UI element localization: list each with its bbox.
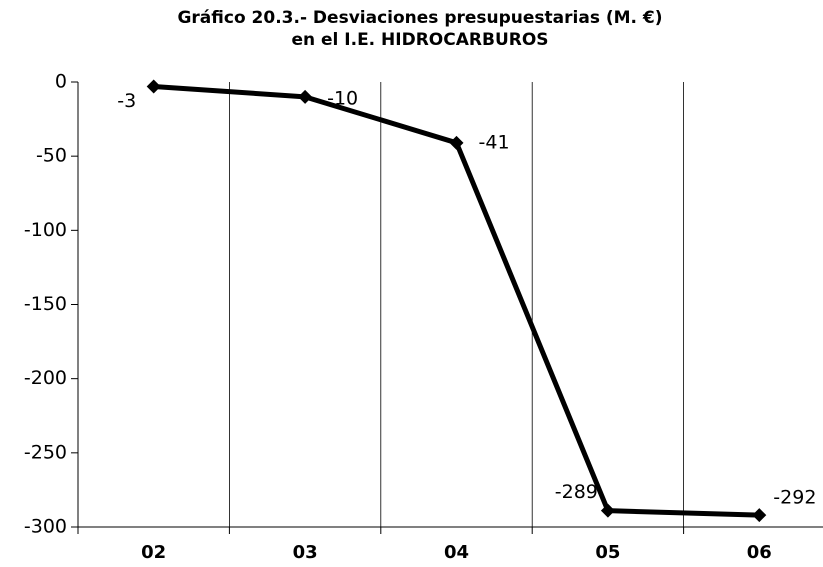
x-tick-label: 04 — [444, 542, 469, 563]
data-label: -289 — [555, 481, 598, 503]
y-tick-label: -50 — [36, 145, 67, 167]
marker — [752, 508, 767, 523]
data-label: -41 — [479, 131, 510, 153]
data-label: -3 — [117, 90, 136, 112]
data-label: -10 — [327, 87, 358, 109]
x-tick-label: 06 — [747, 542, 772, 563]
y-tick-label: -300 — [24, 516, 67, 538]
marker — [298, 89, 313, 104]
data-label: -292 — [773, 487, 816, 509]
marker — [600, 503, 615, 518]
marker — [146, 79, 161, 94]
y-tick-label: -200 — [24, 367, 67, 389]
y-tick-label: 0 — [55, 71, 67, 93]
y-tick-label: -250 — [24, 441, 67, 463]
x-tick-label: 02 — [141, 542, 166, 563]
line — [153, 83, 760, 518]
x-tick-label: 05 — [595, 542, 620, 563]
x-tick-label: 03 — [293, 542, 318, 563]
chart-title: Gráfico 20.3.- Desviaciones presupuestar… — [177, 8, 662, 28]
y-tick-label: -100 — [24, 219, 67, 241]
y-tick-label: -150 — [24, 293, 67, 315]
chart-title: en el I.E. HIDROCARBUROS — [291, 30, 548, 50]
marker — [449, 135, 464, 150]
